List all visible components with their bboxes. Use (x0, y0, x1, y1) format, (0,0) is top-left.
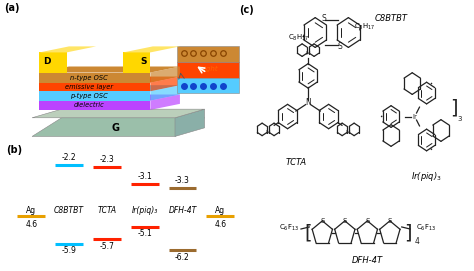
Text: S: S (321, 14, 326, 22)
Text: D: D (43, 57, 51, 66)
Polygon shape (39, 46, 96, 52)
Text: Ag: Ag (26, 206, 36, 215)
Text: $\mathsf{C_8H_{17}}$: $\mathsf{C_8H_{17}}$ (354, 22, 376, 32)
Text: (c): (c) (239, 5, 254, 15)
Text: Light: Light (201, 66, 219, 72)
Text: 4: 4 (415, 237, 419, 246)
Polygon shape (32, 109, 205, 118)
Text: ]: ] (450, 99, 458, 118)
Polygon shape (150, 76, 180, 91)
Text: Ir(piq)₃: Ir(piq)₃ (132, 206, 158, 215)
Polygon shape (39, 83, 150, 91)
Text: Ir(piq)$_3$: Ir(piq)$_3$ (411, 170, 442, 183)
Text: S: S (337, 43, 343, 51)
Text: $\mathsf{C_6F_{13}}$: $\mathsf{C_6F_{13}}$ (279, 222, 299, 233)
Polygon shape (32, 118, 205, 137)
Text: Ag: Ag (215, 206, 225, 215)
Text: N: N (306, 51, 310, 56)
Text: dielectric: dielectric (74, 102, 105, 108)
Text: -6.2: -6.2 (175, 253, 190, 262)
Text: C8BTBT: C8BTBT (54, 206, 84, 215)
Text: S: S (140, 57, 146, 66)
Text: -3.3: -3.3 (175, 176, 190, 185)
Text: $\mathsf{C_8H_{17}}$: $\mathsf{C_8H_{17}}$ (288, 33, 310, 43)
Text: -2.2: -2.2 (62, 153, 76, 162)
Text: 4.6: 4.6 (214, 220, 227, 229)
Text: -3.1: -3.1 (137, 172, 152, 181)
Text: -5.9: -5.9 (62, 246, 76, 255)
Text: N: N (305, 98, 311, 108)
Polygon shape (39, 73, 150, 83)
Text: emissive layer: emissive layer (65, 84, 113, 90)
Polygon shape (39, 101, 150, 110)
Text: S: S (343, 218, 347, 224)
Text: S: S (320, 218, 325, 224)
Text: $\mathsf{C_6F_{13}}$: $\mathsf{C_6F_{13}}$ (417, 222, 437, 233)
Bar (177, 46, 239, 62)
Text: N: N (346, 130, 350, 135)
Polygon shape (39, 76, 180, 83)
Text: 3: 3 (457, 116, 462, 122)
Polygon shape (39, 66, 180, 73)
Text: TCTA: TCTA (286, 158, 307, 167)
Text: n-type OSC: n-type OSC (71, 75, 108, 80)
Polygon shape (150, 95, 180, 110)
Text: ]: ] (404, 224, 411, 243)
Polygon shape (39, 85, 180, 91)
Text: (a): (a) (4, 3, 19, 13)
Text: (b): (b) (6, 145, 22, 155)
Text: C8BTBT: C8BTBT (374, 14, 408, 24)
Text: -5.1: -5.1 (137, 229, 152, 238)
Polygon shape (123, 46, 180, 52)
Text: -2.3: -2.3 (100, 155, 114, 164)
Text: DFH-4T: DFH-4T (168, 206, 197, 215)
Bar (177, 62, 239, 78)
Bar (177, 78, 239, 93)
Polygon shape (39, 95, 180, 101)
Text: p-type OSC: p-type OSC (71, 93, 108, 99)
Text: G: G (111, 123, 119, 133)
Polygon shape (39, 91, 150, 101)
Polygon shape (150, 66, 180, 83)
Text: Ir: Ir (412, 114, 417, 120)
Text: TCTA: TCTA (97, 206, 117, 215)
Text: -5.7: -5.7 (100, 242, 114, 251)
Polygon shape (123, 52, 150, 73)
Text: S: S (388, 218, 392, 224)
Polygon shape (39, 52, 66, 73)
Text: [: [ (304, 224, 312, 243)
Text: N: N (266, 130, 271, 135)
Text: S: S (365, 218, 370, 224)
Text: 4.6: 4.6 (25, 220, 37, 229)
Polygon shape (150, 85, 180, 101)
Text: DFH-4T: DFH-4T (352, 256, 383, 265)
Polygon shape (175, 109, 205, 137)
